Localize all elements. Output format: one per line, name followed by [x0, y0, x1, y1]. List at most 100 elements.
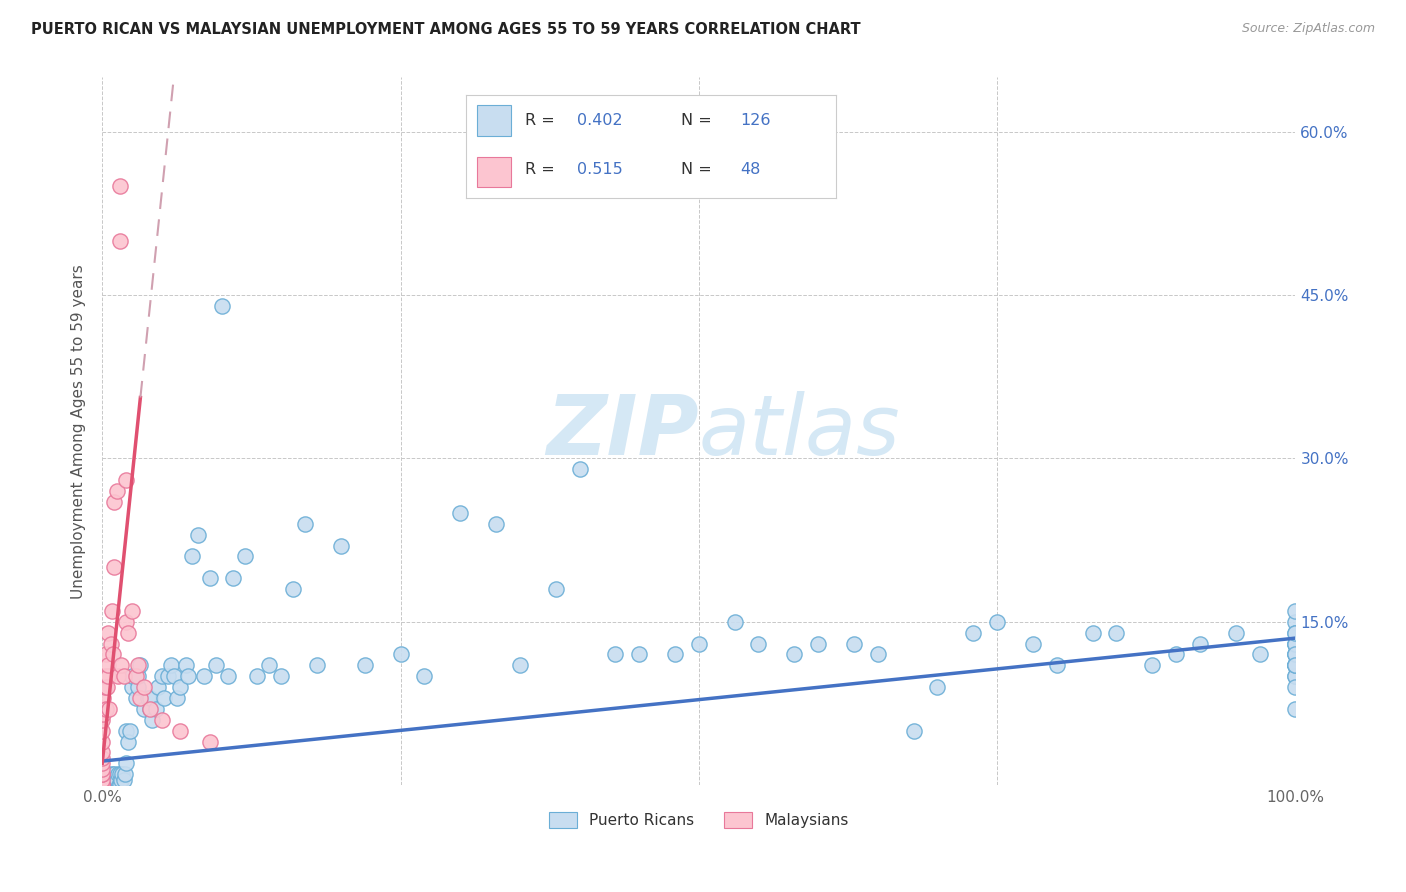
Point	[97, 658, 120, 673]
Point	[842, 636, 865, 650]
Point	[413, 669, 436, 683]
Point	[1284, 669, 1306, 683]
Point	[204, 658, 226, 673]
Point	[1284, 648, 1306, 662]
Point	[927, 680, 949, 694]
Point	[110, 658, 132, 673]
Point	[108, 179, 131, 194]
Point	[132, 680, 155, 694]
Point	[1225, 625, 1247, 640]
Point	[211, 299, 233, 313]
Point	[91, 778, 114, 792]
Point	[139, 702, 162, 716]
Point	[124, 691, 146, 706]
Point	[91, 778, 114, 792]
Point	[115, 756, 138, 771]
Point	[91, 767, 114, 781]
Point	[1022, 636, 1045, 650]
Point	[121, 669, 143, 683]
Point	[129, 691, 152, 706]
Point	[270, 669, 292, 683]
Point	[91, 756, 114, 771]
Point	[1284, 636, 1306, 650]
Point	[105, 484, 128, 499]
Point	[91, 778, 114, 792]
Point	[389, 648, 412, 662]
Point	[1284, 615, 1306, 629]
Point	[93, 691, 115, 706]
Point	[91, 778, 114, 792]
Point	[1284, 658, 1306, 673]
Point	[1284, 648, 1306, 662]
Point	[605, 648, 627, 662]
Point	[1284, 658, 1306, 673]
Point	[747, 636, 769, 650]
Point	[91, 778, 114, 792]
Point	[91, 702, 114, 716]
Point	[568, 462, 591, 476]
Point	[329, 539, 352, 553]
Point	[91, 772, 114, 787]
Point	[91, 778, 114, 792]
Point	[1188, 636, 1211, 650]
Point	[104, 778, 127, 792]
Point	[163, 669, 186, 683]
Point	[169, 680, 191, 694]
Point	[1284, 669, 1306, 683]
Text: atlas: atlas	[699, 391, 900, 472]
Y-axis label: Unemployment Among Ages 55 to 59 years: Unemployment Among Ages 55 to 59 years	[72, 264, 86, 599]
Point	[222, 571, 245, 585]
Point	[141, 713, 163, 727]
Point	[98, 778, 121, 792]
Point	[962, 625, 984, 640]
Point	[103, 778, 125, 792]
Point	[117, 625, 139, 640]
Point	[91, 772, 114, 787]
Point	[103, 767, 125, 781]
Point	[174, 658, 197, 673]
Point	[127, 669, 149, 683]
Point	[1166, 648, 1188, 662]
Point	[1284, 604, 1306, 618]
Point	[103, 778, 125, 792]
Point	[94, 648, 117, 662]
Point	[93, 778, 115, 792]
Point	[217, 669, 239, 683]
Point	[98, 702, 121, 716]
Point	[294, 516, 316, 531]
Point	[103, 560, 125, 574]
Point	[723, 615, 745, 629]
Text: Source: ZipAtlas.com: Source: ZipAtlas.com	[1241, 22, 1375, 36]
Point	[193, 669, 215, 683]
Point	[187, 527, 209, 541]
Point	[1249, 648, 1271, 662]
Point	[94, 778, 117, 792]
Point	[91, 767, 114, 781]
Point	[91, 778, 114, 792]
Point	[1284, 636, 1306, 650]
Point	[198, 571, 221, 585]
Point	[100, 636, 122, 650]
Text: PUERTO RICAN VS MALAYSIAN UNEMPLOYMENT AMONG AGES 55 TO 59 YEARS CORRELATION CHA: PUERTO RICAN VS MALAYSIAN UNEMPLOYMENT A…	[31, 22, 860, 37]
Point	[100, 604, 122, 618]
Point	[121, 604, 143, 618]
Point	[1081, 625, 1104, 640]
Point	[1284, 658, 1306, 673]
Point	[688, 636, 710, 650]
Point	[112, 772, 135, 787]
Point	[783, 648, 806, 662]
Point	[509, 658, 531, 673]
Point	[148, 680, 170, 694]
Point	[807, 636, 830, 650]
Legend: Puerto Ricans, Malaysians: Puerto Ricans, Malaysians	[543, 805, 855, 834]
Point	[97, 625, 120, 640]
Point	[103, 495, 125, 509]
Point	[93, 707, 115, 722]
Point	[127, 680, 149, 694]
Point	[93, 778, 115, 792]
Point	[117, 734, 139, 748]
Point	[97, 669, 120, 683]
Point	[91, 746, 114, 760]
Point	[1284, 636, 1306, 650]
Point	[91, 734, 114, 748]
